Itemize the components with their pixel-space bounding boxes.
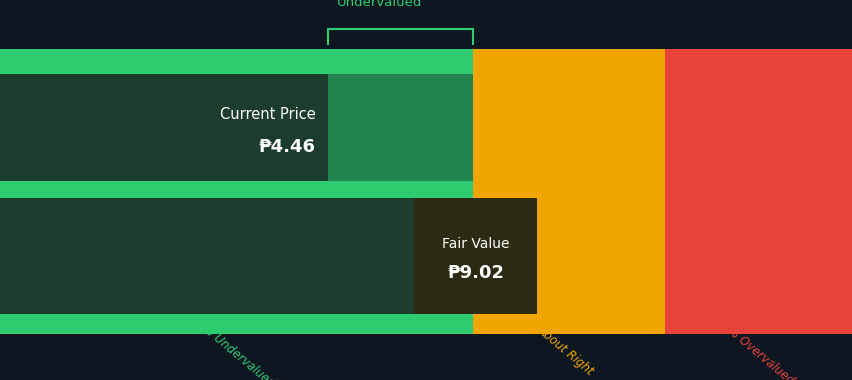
Text: 20% Overvalued: 20% Overvalued	[712, 314, 796, 380]
Text: About Right: About Right	[533, 323, 596, 378]
Bar	[0, 74, 328, 181]
Text: 20% Undervalued: 20% Undervalued	[187, 312, 277, 380]
Text: Undervalued: Undervalued	[337, 0, 422, 10]
Text: Current Price: Current Price	[220, 107, 315, 122]
Text: ₱9.02: ₱9.02	[446, 264, 504, 282]
Text: Fair Value: Fair Value	[441, 237, 509, 251]
Bar	[413, 198, 537, 314]
Bar	[0, 198, 473, 314]
Bar	[0, 49, 473, 334]
Bar	[665, 49, 852, 334]
Bar	[328, 74, 473, 181]
Text: ₱4.46: ₱4.46	[258, 138, 315, 156]
Bar	[473, 49, 665, 334]
